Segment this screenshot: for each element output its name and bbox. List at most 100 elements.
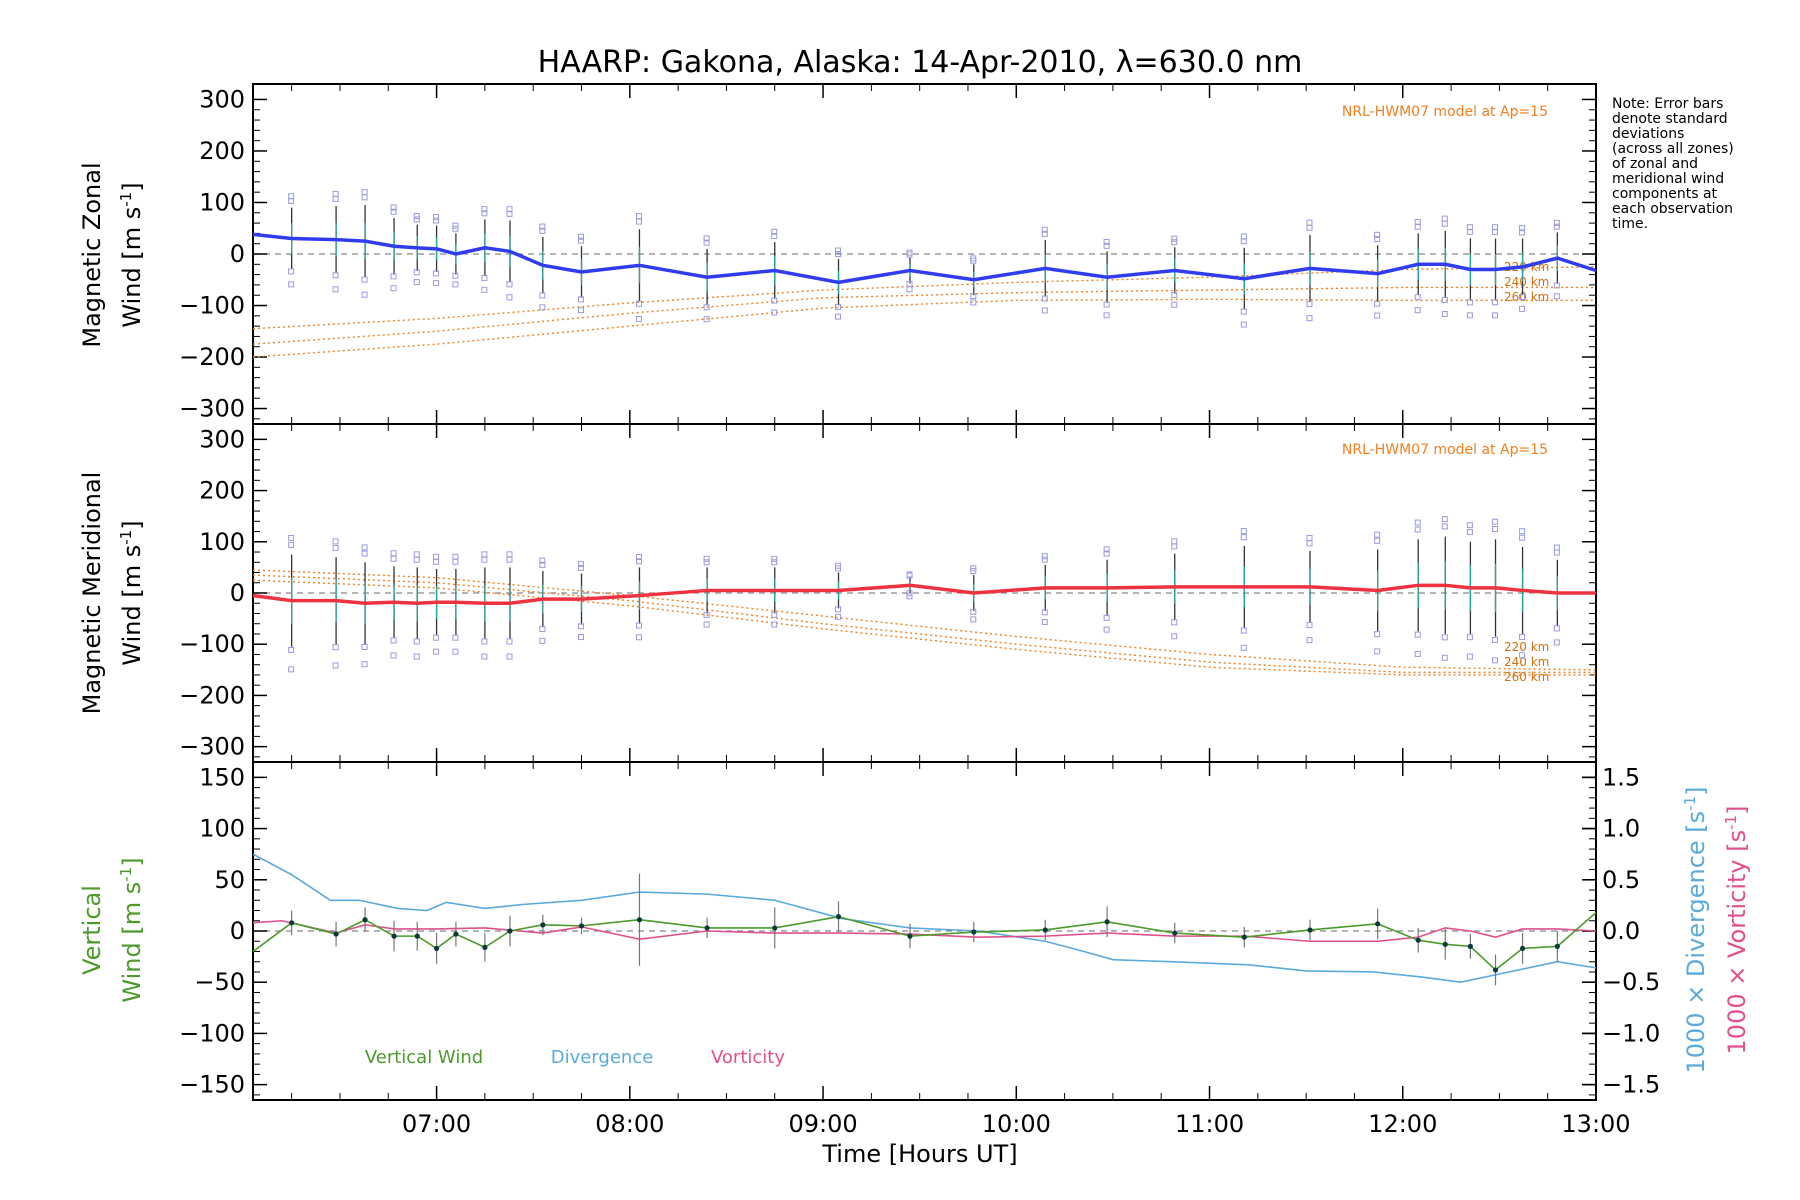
meridional-zone-sample bbox=[1414, 519, 1421, 526]
zonal-zone-sample bbox=[332, 195, 339, 202]
meridional-ytick-label: −100 bbox=[179, 630, 245, 658]
meridional-zone-sample bbox=[452, 648, 459, 655]
meridional-zone-sample bbox=[506, 551, 513, 558]
meridional-zone-sample bbox=[1374, 648, 1381, 655]
meridional-model-curve bbox=[252, 579, 1596, 676]
zonal-zone-sample bbox=[481, 206, 488, 213]
meridional-zone-sample bbox=[1553, 549, 1560, 556]
zonal-zone-sample bbox=[413, 213, 420, 220]
meridional-zone-sample bbox=[1374, 537, 1381, 544]
meridional-zone-sample bbox=[390, 555, 397, 562]
zonal-zone-sample bbox=[288, 193, 295, 200]
zonal-zone-sample bbox=[703, 239, 710, 246]
meridional-zone-sample bbox=[452, 553, 459, 560]
zonal-zone-sample bbox=[970, 292, 977, 299]
meridional-zone-sample bbox=[578, 564, 585, 571]
zonal-zone-sample bbox=[452, 222, 459, 229]
zonal-zone-sample bbox=[771, 309, 778, 316]
vertical-wind-point bbox=[1375, 921, 1381, 927]
zonal-zone-sample bbox=[1441, 215, 1448, 222]
meridional-zone-sample bbox=[1519, 534, 1526, 541]
zonal-zone-sample bbox=[1414, 307, 1421, 314]
zonal-zone-sample bbox=[413, 216, 420, 223]
zonal-zone-sample bbox=[413, 279, 420, 286]
vertical-wind-point bbox=[289, 920, 295, 926]
meridional-zone-sample bbox=[635, 554, 642, 561]
zonal-model-curve bbox=[252, 266, 1597, 330]
meridional-zone-sample bbox=[506, 556, 513, 563]
zonal-zone-sample bbox=[1553, 223, 1560, 230]
zonal-zone-sample bbox=[481, 286, 488, 293]
zonal-zone-sample bbox=[1553, 282, 1560, 289]
vertical-wind-point bbox=[1172, 930, 1178, 936]
note-line: of zonal and bbox=[1612, 156, 1698, 172]
legend-divergence: Divergence bbox=[551, 1047, 654, 1068]
zonal-zone-sample bbox=[1441, 311, 1448, 318]
note-line: denote standard bbox=[1612, 111, 1728, 127]
meridional-zone-sample bbox=[433, 553, 440, 560]
meridional-alt-label: 260 km bbox=[1504, 670, 1549, 684]
meridional-zone-sample bbox=[1240, 534, 1247, 541]
zonal-zone-sample bbox=[771, 232, 778, 239]
zonal-zone-sample bbox=[390, 204, 397, 211]
vertical-wind-point bbox=[433, 945, 440, 952]
zonal-zone-sample bbox=[1466, 224, 1473, 231]
zonal-zone-sample bbox=[390, 285, 397, 292]
meridional-zone-sample bbox=[1492, 518, 1499, 525]
zonal-ylabel-line1: Magnetic Zonal bbox=[78, 162, 106, 347]
vertical-wind-point bbox=[704, 925, 710, 931]
zonal-ytick-label: −300 bbox=[179, 395, 245, 423]
zonal-zone-sample bbox=[1519, 229, 1526, 236]
zonal-zone-sample bbox=[1041, 307, 1048, 314]
meridional-zone-sample bbox=[1519, 528, 1526, 535]
vertical-wind-point bbox=[1554, 943, 1560, 949]
zonal-zone-sample bbox=[288, 281, 295, 288]
zonal-ytick-label: 100 bbox=[199, 188, 245, 216]
meridional-model-label: NRL-HWM07 model at Ap=15 bbox=[1342, 442, 1548, 458]
vertical-wind-point bbox=[1415, 937, 1421, 943]
meridional-zone-sample bbox=[1414, 650, 1421, 657]
meridional-wind-line bbox=[252, 583, 1596, 605]
zonal-ytick-label: 300 bbox=[199, 85, 245, 113]
meridional-zone-sample bbox=[413, 551, 420, 558]
meridional-zone-sample bbox=[539, 561, 546, 568]
meridional-zone-sample bbox=[1041, 553, 1048, 560]
vertical-wind-point bbox=[1442, 941, 1448, 947]
meridional-zone-sample bbox=[1441, 634, 1448, 641]
zonal-zone-sample bbox=[361, 194, 368, 201]
meridional-zone-sample bbox=[288, 646, 295, 653]
meridional-zone-sample bbox=[390, 652, 397, 659]
zonal-zone-sample bbox=[635, 218, 642, 225]
vertical-panel: 150 100 50 0 −50 −100 −150 1.5 1.0 0.5 0.0 −0.5 −1.0… bbox=[179, 761, 1660, 1101]
meridional-zone-sample bbox=[970, 565, 977, 572]
legend-vertical-wind: Vertical Wind bbox=[365, 1047, 483, 1068]
vertical-wind-point bbox=[1492, 967, 1499, 973]
zonal-zone-sample bbox=[506, 294, 513, 301]
zonal-panel: 300 200 100 0 −100 −200 −300 bbox=[179, 83, 1597, 425]
zonal-zone-sample bbox=[970, 299, 977, 306]
zonal-zone-sample bbox=[413, 269, 420, 276]
zonal-zone-sample bbox=[1171, 239, 1178, 246]
vertical-wind-point bbox=[1241, 934, 1247, 940]
zonal-model-curve bbox=[252, 298, 1596, 358]
note-line: (across all zones) bbox=[1612, 141, 1734, 157]
zonal-zone-sample bbox=[433, 270, 440, 277]
zonal-zone-sample bbox=[452, 272, 459, 279]
chart-title: HAARP: Gakona, Alaska: 14-Apr-2010, λ=63… bbox=[538, 45, 1303, 80]
vertical-wind-point bbox=[453, 931, 459, 937]
meridional-zone-sample bbox=[578, 634, 585, 641]
zonal-zone-sample bbox=[390, 208, 397, 215]
zonal-zone-sample bbox=[1466, 299, 1473, 306]
zonal-zone-sample bbox=[506, 281, 513, 288]
meridional-zone-sample bbox=[703, 559, 710, 566]
meridional-zone-sample bbox=[481, 653, 488, 660]
meridional-zone-sample bbox=[361, 544, 368, 551]
zonal-zone-sample bbox=[835, 313, 842, 320]
vertical-wind-point bbox=[835, 914, 842, 920]
zonal-zone-sample bbox=[635, 315, 642, 322]
zonal-zone-sample bbox=[288, 268, 295, 275]
meridional-zone-sample bbox=[1103, 546, 1110, 553]
vertical-wind-point bbox=[391, 933, 397, 939]
meridional-zone-sample bbox=[1306, 622, 1313, 629]
right-ytick-label: 0.0 bbox=[1602, 917, 1640, 945]
